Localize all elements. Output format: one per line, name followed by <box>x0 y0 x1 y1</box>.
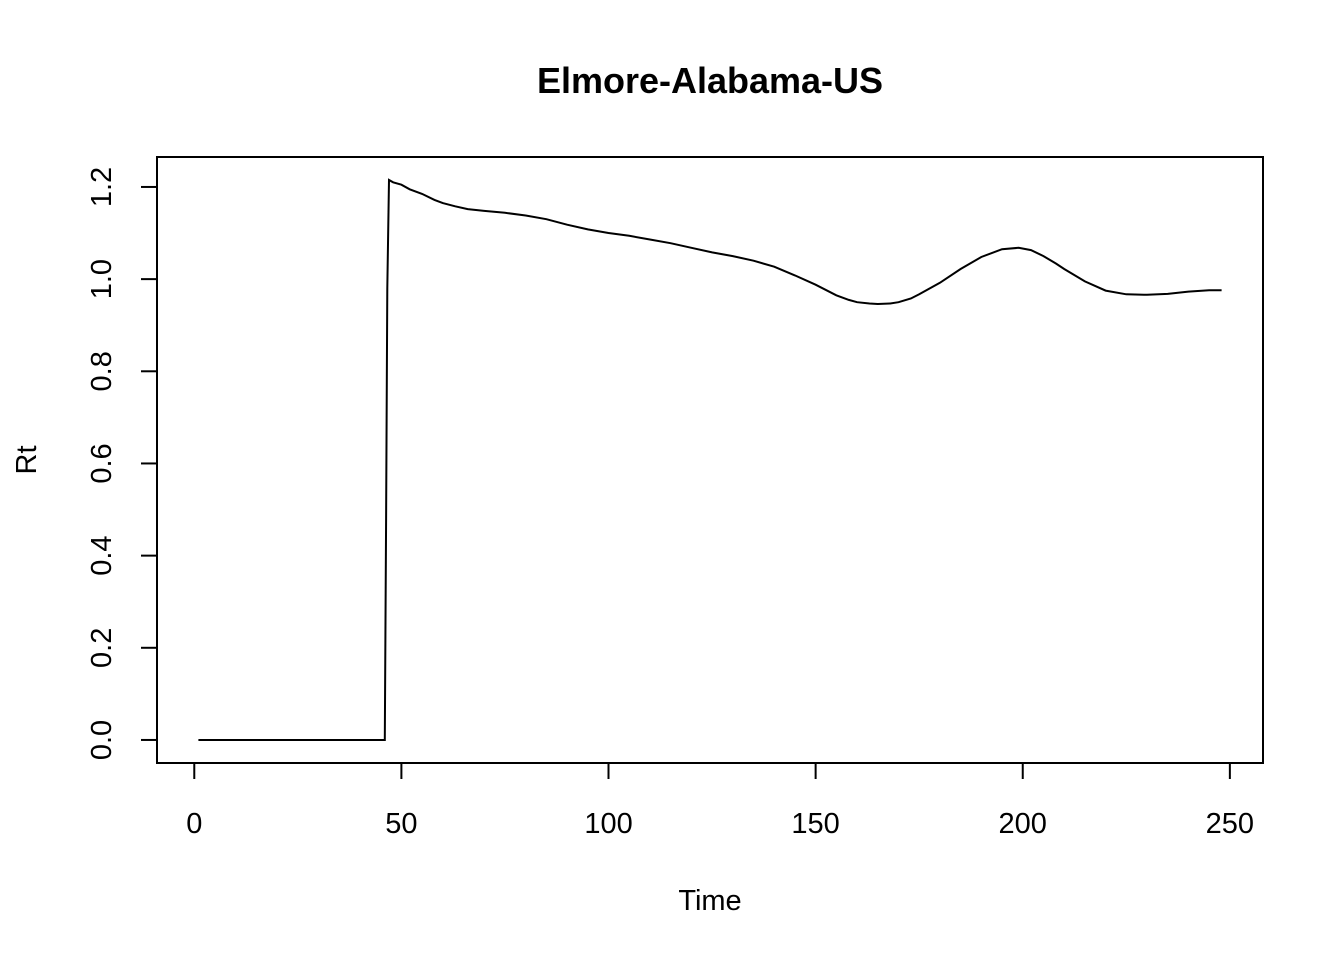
x-tick-label: 50 <box>385 808 417 840</box>
x-tick-label: 150 <box>791 808 839 840</box>
chart-title: Elmore-Alabama-US <box>537 60 883 101</box>
y-tick-label: 0.4 <box>86 535 118 575</box>
y-axis-label: Rt <box>11 446 43 475</box>
x-tick-label: 100 <box>584 808 632 840</box>
x-tick-label: 0 <box>186 808 202 840</box>
x-axis: 0 50 100 150 200 250 <box>186 762 1254 840</box>
x-tick-label: 250 <box>1206 808 1254 840</box>
x-axis-label: Time <box>678 885 741 917</box>
y-tick-label: 1.2 <box>86 167 118 207</box>
y-tick-label: 0.0 <box>86 720 118 760</box>
y-tick-label: 0.2 <box>86 628 118 668</box>
y-tick-label: 0.6 <box>86 443 118 483</box>
y-axis: 0.0 0.2 0.4 0.6 0.8 1.0 1.2 <box>86 167 158 760</box>
plot-frame <box>156 156 1264 764</box>
series-line <box>198 178 1222 741</box>
y-tick-label: 1.0 <box>86 259 118 299</box>
x-tick-label: 200 <box>999 808 1047 840</box>
y-tick-label: 0.8 <box>86 351 118 391</box>
